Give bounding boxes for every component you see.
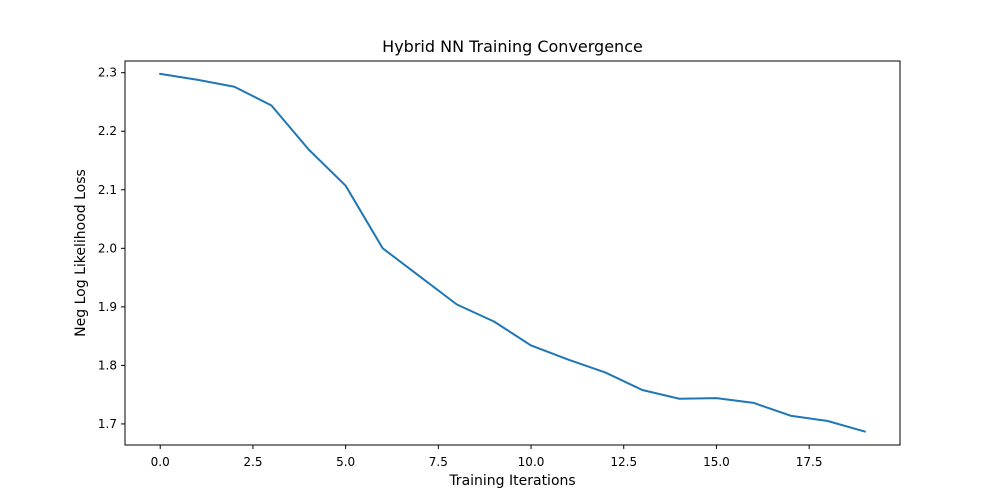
- x-tick-label: 2.5: [243, 455, 262, 469]
- x-tick-label: 5.0: [336, 455, 355, 469]
- y-tick-label: 2.0: [98, 241, 117, 255]
- y-tick-label: 2.3: [98, 66, 117, 80]
- x-axis-label: Training Iterations: [448, 473, 575, 489]
- y-tick-label: 1.7: [98, 417, 117, 431]
- y-tick-label: 1.8: [98, 358, 117, 372]
- y-tick-label: 1.9: [98, 300, 117, 314]
- axes-frame: [124, 60, 901, 446]
- y-tick-label: 2.2: [98, 124, 117, 138]
- x-tick-label: 0.0: [151, 455, 170, 469]
- y-axis-label: Neg Log Likelihood Loss: [73, 169, 89, 337]
- series-line-1: [159, 72, 867, 433]
- y-tick-label: 2.1: [98, 183, 117, 197]
- x-tick-label: 10.0: [518, 455, 545, 469]
- plot-area: 0.0 2.5 5.0 7.5 10.0 12.5 15.0 17.5 1.7 1.8 1.9 2.0…: [98, 60, 901, 469]
- chart-title: Hybrid NN Training Convergence: [382, 37, 643, 56]
- x-tick-label: 17.5: [796, 455, 823, 469]
- x-tick-label: 15.0: [703, 455, 730, 469]
- x-tick-label: 7.5: [429, 455, 448, 469]
- x-tick-label: 12.5: [610, 455, 637, 469]
